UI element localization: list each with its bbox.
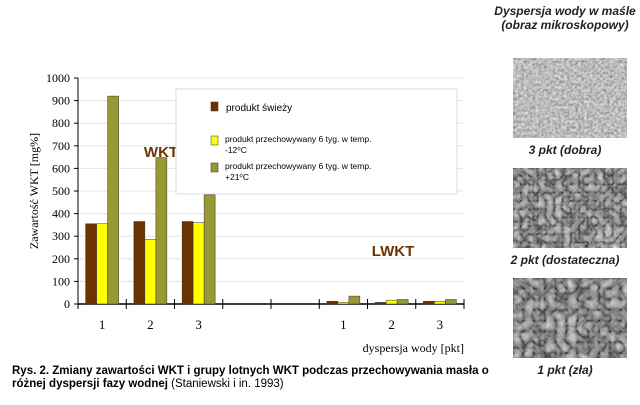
x-axis-label: dyspersja wody [pkt] bbox=[363, 341, 464, 355]
y-tick-label: 900 bbox=[52, 94, 70, 108]
group-label-wkt: WKT bbox=[144, 144, 178, 161]
micrograph-caption: 2 pkt (dostateczna) bbox=[510, 253, 620, 267]
bar-lwkt-3-series-1 bbox=[423, 301, 435, 305]
y-tick-label: 500 bbox=[52, 184, 70, 198]
bar-lwkt-1-series-2 bbox=[337, 302, 350, 305]
y-tick-label: 600 bbox=[52, 161, 70, 175]
legend-swatch bbox=[210, 101, 219, 112]
x-tick-label: 2 bbox=[388, 317, 395, 332]
legend: produkt świeży produkt przechowywany 6 ty… bbox=[175, 88, 458, 195]
bar-wkt-1-series-3 bbox=[107, 95, 119, 305]
caption-source: (Staniewski i in. 1993) bbox=[167, 378, 284, 390]
bar-lwkt-2-series-2 bbox=[385, 299, 398, 305]
x-tick-label: 3 bbox=[437, 317, 444, 332]
y-tick-label: 200 bbox=[52, 252, 70, 266]
bar-chart: 0 100 200 300 400 500 600 700 800 900 1000 1 2 3 1 2 3 Za… bbox=[27, 71, 465, 355]
bar-wkt-1-series-2 bbox=[96, 223, 108, 305]
y-tick-label: 800 bbox=[52, 116, 70, 130]
y-tick-label: 700 bbox=[52, 139, 70, 153]
legend-label: produkt przechowywany 6 tyg. w temp. -12⁰… bbox=[225, 134, 371, 155]
legend-label: produkt przechowywany 6 tyg. w temp. +21⁰… bbox=[225, 161, 371, 182]
bar-wkt-2-series-1 bbox=[133, 221, 146, 305]
y-tick-label: 100 bbox=[52, 274, 70, 288]
x-tick-label: 1 bbox=[99, 317, 106, 332]
y-tick-label: 300 bbox=[52, 229, 70, 243]
bar-lwkt-1-series-1 bbox=[326, 301, 339, 305]
bar-wkt-3-series-1 bbox=[181, 221, 194, 305]
y-tick-label: 400 bbox=[52, 207, 70, 221]
micrograph-caption: 3 pkt (dobra) bbox=[528, 143, 602, 157]
bar-lwkt-3-series-3 bbox=[445, 299, 457, 305]
bar-wkt-2-series-3 bbox=[155, 157, 168, 305]
y-axis-label: Zawartość WKT [mg%] bbox=[27, 133, 41, 249]
group-label-lwkt: LWKT bbox=[372, 243, 415, 260]
micrograph-caption: 1 pkt (zła) bbox=[537, 363, 593, 377]
y-tick-label: 0 bbox=[64, 297, 70, 311]
bar-lwkt-2-series-3 bbox=[396, 299, 409, 305]
bar-lwkt-1-series-3 bbox=[348, 295, 361, 305]
bar-wkt-3-series-3 bbox=[203, 194, 216, 305]
bar-wkt-3-series-2 bbox=[192, 222, 205, 305]
x-tick-label: 2 bbox=[147, 317, 154, 332]
micrograph-title: Dyspersja wody w maśle (obraz mikroskopo… bbox=[494, 4, 636, 32]
micrograph-good bbox=[513, 58, 627, 138]
x-tick-label: 1 bbox=[340, 317, 347, 332]
bar-wkt-2-series-2 bbox=[144, 239, 157, 305]
x-tick-label: 3 bbox=[195, 317, 202, 332]
legend-swatch bbox=[210, 135, 219, 146]
figure-caption: Rys. 2. Zmiany zawartości WKT i grupy lo… bbox=[12, 365, 512, 391]
caption-main: Rys. 2. Zmiany zawartości WKT i grupy lo… bbox=[12, 365, 489, 390]
bar-lwkt-2-series-1 bbox=[374, 302, 387, 305]
micrograph-medium bbox=[513, 168, 627, 248]
legend-swatch bbox=[210, 162, 219, 173]
legend-label: produkt świeży bbox=[226, 103, 292, 114]
y-tick-label: 1000 bbox=[46, 71, 70, 85]
bar-wkt-1-series-1 bbox=[85, 223, 97, 305]
bar-lwkt-3-series-2 bbox=[434, 301, 446, 305]
micrograph-poor bbox=[513, 278, 627, 358]
